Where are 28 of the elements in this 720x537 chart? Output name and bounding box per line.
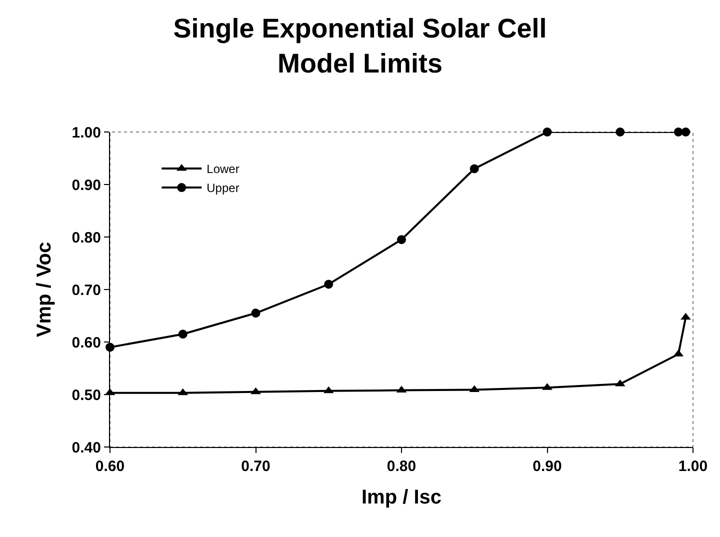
y-tick-label: 0.70 (72, 282, 101, 299)
point (250, 387, 261, 394)
y-tick-label: 0.50 (72, 386, 101, 404)
point (674, 128, 683, 136)
point (681, 128, 690, 136)
point (397, 235, 406, 244)
x-axis-title: Imp / Isc (361, 486, 442, 508)
y-tick-label: 0.40 (72, 439, 101, 456)
y-tick-label: 0.60 (72, 334, 101, 352)
point (178, 330, 188, 339)
x-tick-label: 0.70 (241, 458, 270, 475)
x-tick-label: 0.80 (386, 458, 416, 475)
y-tick-label: 1.00 (72, 124, 101, 142)
y-tick-label: 0.90 (72, 176, 101, 194)
legend-label: Lower (206, 162, 240, 176)
y-axis-title: Vmp / Voc (33, 242, 56, 338)
legend-label: Upper (206, 181, 240, 196)
x-tick-label: 0.90 (532, 458, 562, 475)
point (680, 312, 691, 320)
point (542, 128, 552, 136)
chart-title: Single Exponential Solar Cell Model Limits (173, 14, 547, 79)
point (324, 280, 334, 289)
x-tick-label: 1.00 (678, 458, 708, 475)
point (616, 128, 625, 136)
y-tick-label: 0.80 (72, 229, 101, 246)
point (470, 164, 479, 174)
point (251, 308, 260, 318)
x-tick-label: 0.60 (95, 458, 125, 475)
